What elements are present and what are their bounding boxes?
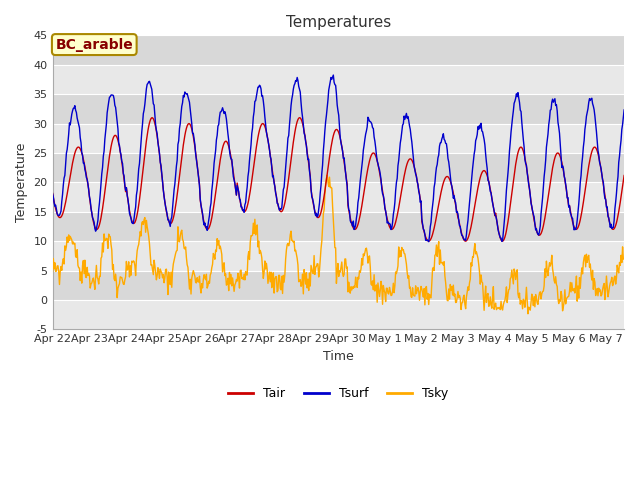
Line: Tsky: Tsky [52,175,624,314]
Tair [620,173,628,179]
Tsurf [620,107,628,113]
Tsky [51,260,59,265]
Bar [52,271,624,300]
Bar [52,94,624,123]
Tsky [49,268,56,274]
Tair [315,215,323,220]
Bar [52,212,624,241]
Bar [52,241,624,271]
Legend: Tair, Tsurf, Tsky: Tair, Tsurf, Tsky [223,383,454,406]
Tsurf [474,124,482,130]
Tsky [314,261,322,267]
Tsky [620,256,628,262]
Bar [52,123,624,153]
Tsurf [314,213,322,218]
Line: Tsurf: Tsurf [52,75,624,241]
Tsurf [460,237,468,242]
Bar [52,300,624,329]
Tsurf [425,239,433,244]
Tsky [524,311,532,317]
Bar [52,182,624,212]
Bar [52,36,624,65]
Y-axis label: Temperature: Temperature [15,143,28,222]
Tair [296,115,303,120]
Tair [425,238,433,244]
Tsky [129,259,136,265]
Tsky [474,252,481,258]
Tair [49,191,56,196]
Tsurf [330,72,337,78]
Title: Temperatures: Temperatures [285,15,391,30]
Tair [292,121,300,127]
Tair [474,185,482,191]
Tsurf [129,220,136,226]
Tair [460,237,468,243]
Tsky [460,294,467,300]
Tsky [323,172,331,178]
Line: Tair: Tair [52,118,624,241]
Bar [52,65,624,94]
X-axis label: Time: Time [323,350,354,363]
Tair [129,220,136,226]
Tair [51,203,59,208]
Tsky [292,252,300,257]
Tsurf [51,204,59,209]
Tsurf [292,78,300,84]
Tsurf [49,191,56,196]
Bar [52,153,624,182]
Text: BC_arable: BC_arable [56,37,133,51]
